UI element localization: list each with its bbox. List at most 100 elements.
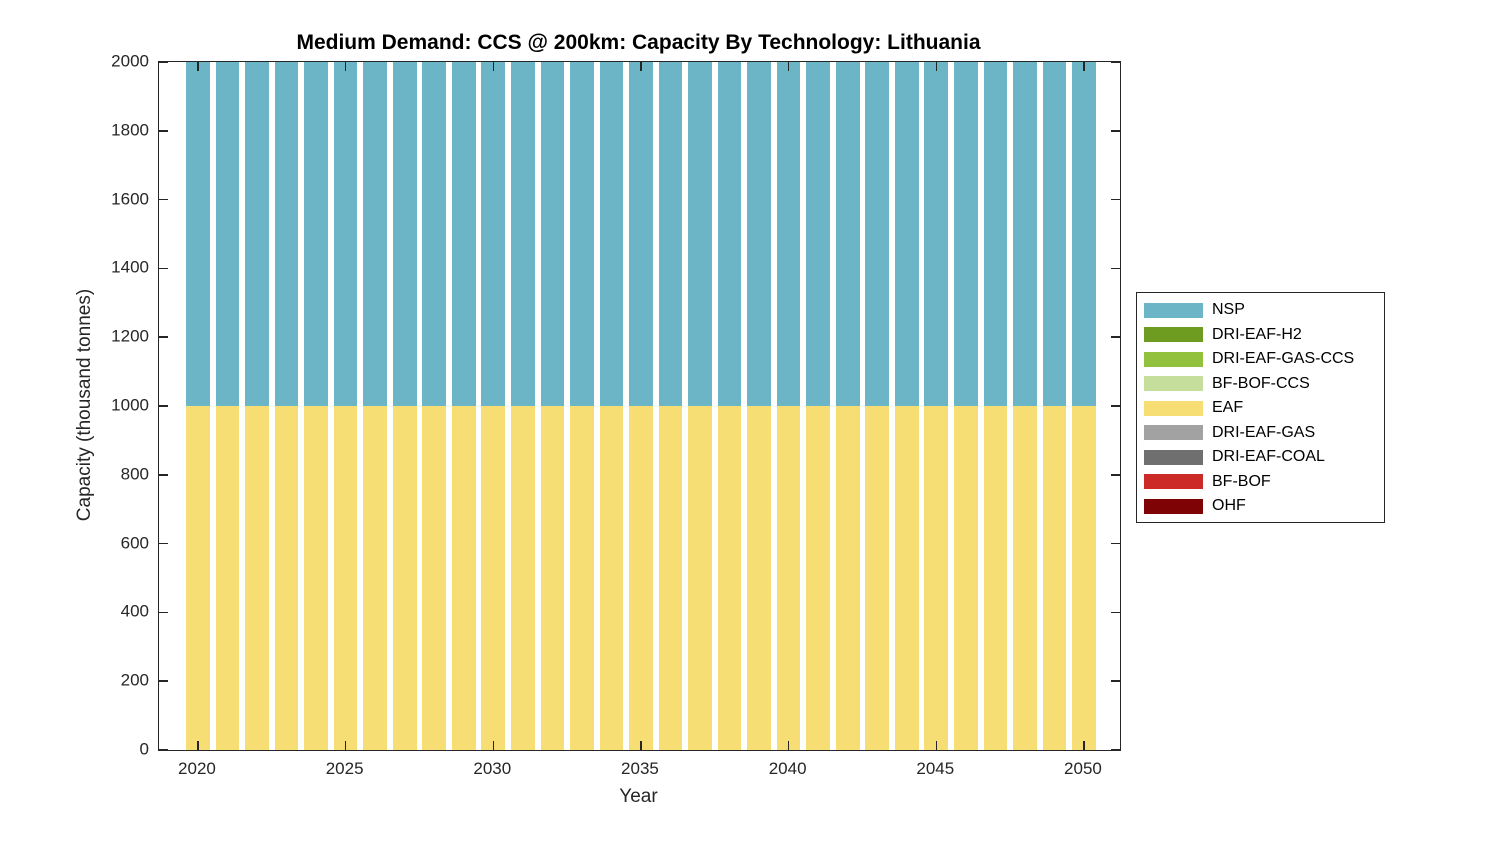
bar-segment-eaf: [1013, 406, 1037, 750]
bar-segment-eaf: [333, 406, 358, 750]
legend-label: DRI-EAF-H2: [1212, 325, 1302, 343]
y-tick-left: [159, 611, 168, 614]
legend-swatch-bf-bof-ccs: [1144, 376, 1203, 392]
bar-segment-nsp: [274, 62, 299, 406]
plot-area: [158, 61, 1121, 751]
legend-entry-ohf: OHF: [1137, 494, 1384, 519]
bar-segment-eaf: [894, 406, 919, 750]
bar-segment-eaf: [511, 406, 535, 750]
bar-segment-nsp: [1072, 62, 1096, 406]
x-tick-label: 2020: [178, 759, 216, 778]
y-tick-label: 2000: [111, 51, 149, 71]
bar-segment-nsp: [717, 62, 742, 406]
bar-segment-nsp: [422, 62, 447, 406]
y-tick-left: [159, 198, 168, 201]
y-tick-label: 0: [139, 739, 149, 759]
bar-segment-eaf: [392, 406, 417, 750]
x-tick-label: 2025: [325, 759, 364, 778]
x-tick-bottom: [492, 741, 495, 750]
legend-entry-eaf: EAF: [1137, 396, 1384, 421]
legend-entry-dri-eaf-gas: DRI-EAF-GAS: [1137, 421, 1384, 446]
bar-segment-nsp: [629, 62, 653, 406]
legend-swatch-dri-eaf-gas-ccs: [1144, 351, 1203, 367]
bar-segment-nsp: [688, 62, 712, 406]
bar-segment-eaf: [806, 406, 830, 750]
bar-segment-nsp: [599, 62, 624, 406]
bar-segment-nsp: [954, 62, 978, 406]
legend-swatch-eaf: [1144, 400, 1203, 416]
bar-segment-eaf: [658, 406, 683, 750]
legend-label: DRI-EAF-GAS-CCS: [1212, 350, 1355, 368]
bar-segment-nsp: [392, 62, 417, 406]
y-tick-left: [159, 405, 168, 407]
bar-segment-eaf: [954, 406, 978, 750]
x-tick-bottom: [197, 741, 199, 750]
bar-segment-nsp: [776, 62, 801, 406]
bar-segment-nsp: [894, 62, 919, 406]
bar-segment-eaf: [747, 406, 771, 750]
x-tick-top: [197, 62, 199, 71]
x-axis-label: Year: [619, 786, 658, 807]
legend: NSP DRI-EAF-H2 DRI-EAF-GAS-CCS BF-BOF-CCS EA…: [1136, 292, 1385, 523]
bar-segment-nsp: [983, 62, 1008, 406]
bar-segment-eaf: [865, 406, 890, 750]
legend-label: EAF: [1212, 399, 1244, 417]
x-tick-bottom: [640, 741, 642, 750]
x-tick-top: [492, 62, 495, 71]
legend-label: OHF: [1212, 497, 1246, 515]
y-tick-right: [1111, 542, 1120, 545]
bar-segment-nsp: [540, 62, 565, 406]
bar-segment-nsp: [747, 62, 771, 406]
x-tick-label: 2035: [621, 759, 659, 778]
y-tick-right: [1111, 267, 1120, 270]
legend-swatch-bf-bof: [1144, 474, 1203, 490]
y-tick-left: [159, 680, 168, 682]
y-tick-left: [159, 267, 168, 270]
bar-segment-eaf: [540, 406, 565, 750]
legend-label: NSP: [1212, 301, 1245, 319]
y-tick-right: [1111, 405, 1120, 407]
y-tick-right: [1111, 474, 1120, 476]
bar-segment-nsp: [511, 62, 535, 406]
bar-segment-eaf: [776, 406, 801, 750]
bar-segment-nsp: [1013, 62, 1037, 406]
bar-segment-eaf: [451, 406, 476, 750]
bar-segment-eaf: [835, 406, 860, 750]
bar-segment-eaf: [422, 406, 447, 750]
legend-entry-nsp: NSP: [1137, 298, 1384, 323]
legend-label: DRI-EAF-GAS: [1212, 423, 1316, 441]
legend-entry-dri-eaf-coal: DRI-EAF-COAL: [1137, 445, 1384, 470]
y-tick-label: 1600: [111, 189, 149, 209]
bar-segment-nsp: [186, 62, 210, 406]
legend-swatch-nsp: [1144, 302, 1203, 318]
legend-swatch-ohf: [1144, 498, 1203, 514]
bar-segment-nsp: [570, 62, 594, 406]
bar-segment-eaf: [481, 406, 506, 750]
chart-title: Medium Demand: CCS @ 200km: Capacity By …: [296, 31, 981, 54]
bar-segment-eaf: [599, 406, 624, 750]
x-tick-bottom: [344, 741, 347, 750]
legend-entry-bf-bof-ccs: BF-BOF-CCS: [1137, 372, 1384, 397]
y-tick-right: [1111, 336, 1120, 338]
bar-segment-nsp: [835, 62, 860, 406]
legend-label: BF-BOF-CCS: [1212, 374, 1310, 392]
y-tick-right: [1111, 61, 1120, 63]
y-tick-label: 1800: [111, 120, 149, 140]
y-tick-right: [1111, 198, 1120, 201]
bar-segment-eaf: [215, 406, 240, 750]
bar-segment-eaf: [717, 406, 742, 750]
ticks-layer: [159, 61, 1120, 751]
legend-swatch-dri-eaf-coal: [1144, 449, 1203, 465]
y-tick-left: [159, 474, 168, 476]
bar-segment-nsp: [1042, 62, 1067, 406]
bar-segment-nsp: [658, 62, 683, 406]
y-tick-left: [159, 542, 168, 545]
y-tick-label: 800: [120, 464, 149, 484]
bar-segment-nsp: [481, 62, 506, 406]
x-tick-bottom: [1083, 741, 1085, 750]
bar-segment-eaf: [924, 406, 949, 750]
y-tick-label: 1400: [111, 257, 149, 277]
bar-segment-nsp: [865, 62, 890, 406]
bar-segment-eaf: [186, 406, 210, 750]
y-tick-left: [159, 336, 168, 338]
